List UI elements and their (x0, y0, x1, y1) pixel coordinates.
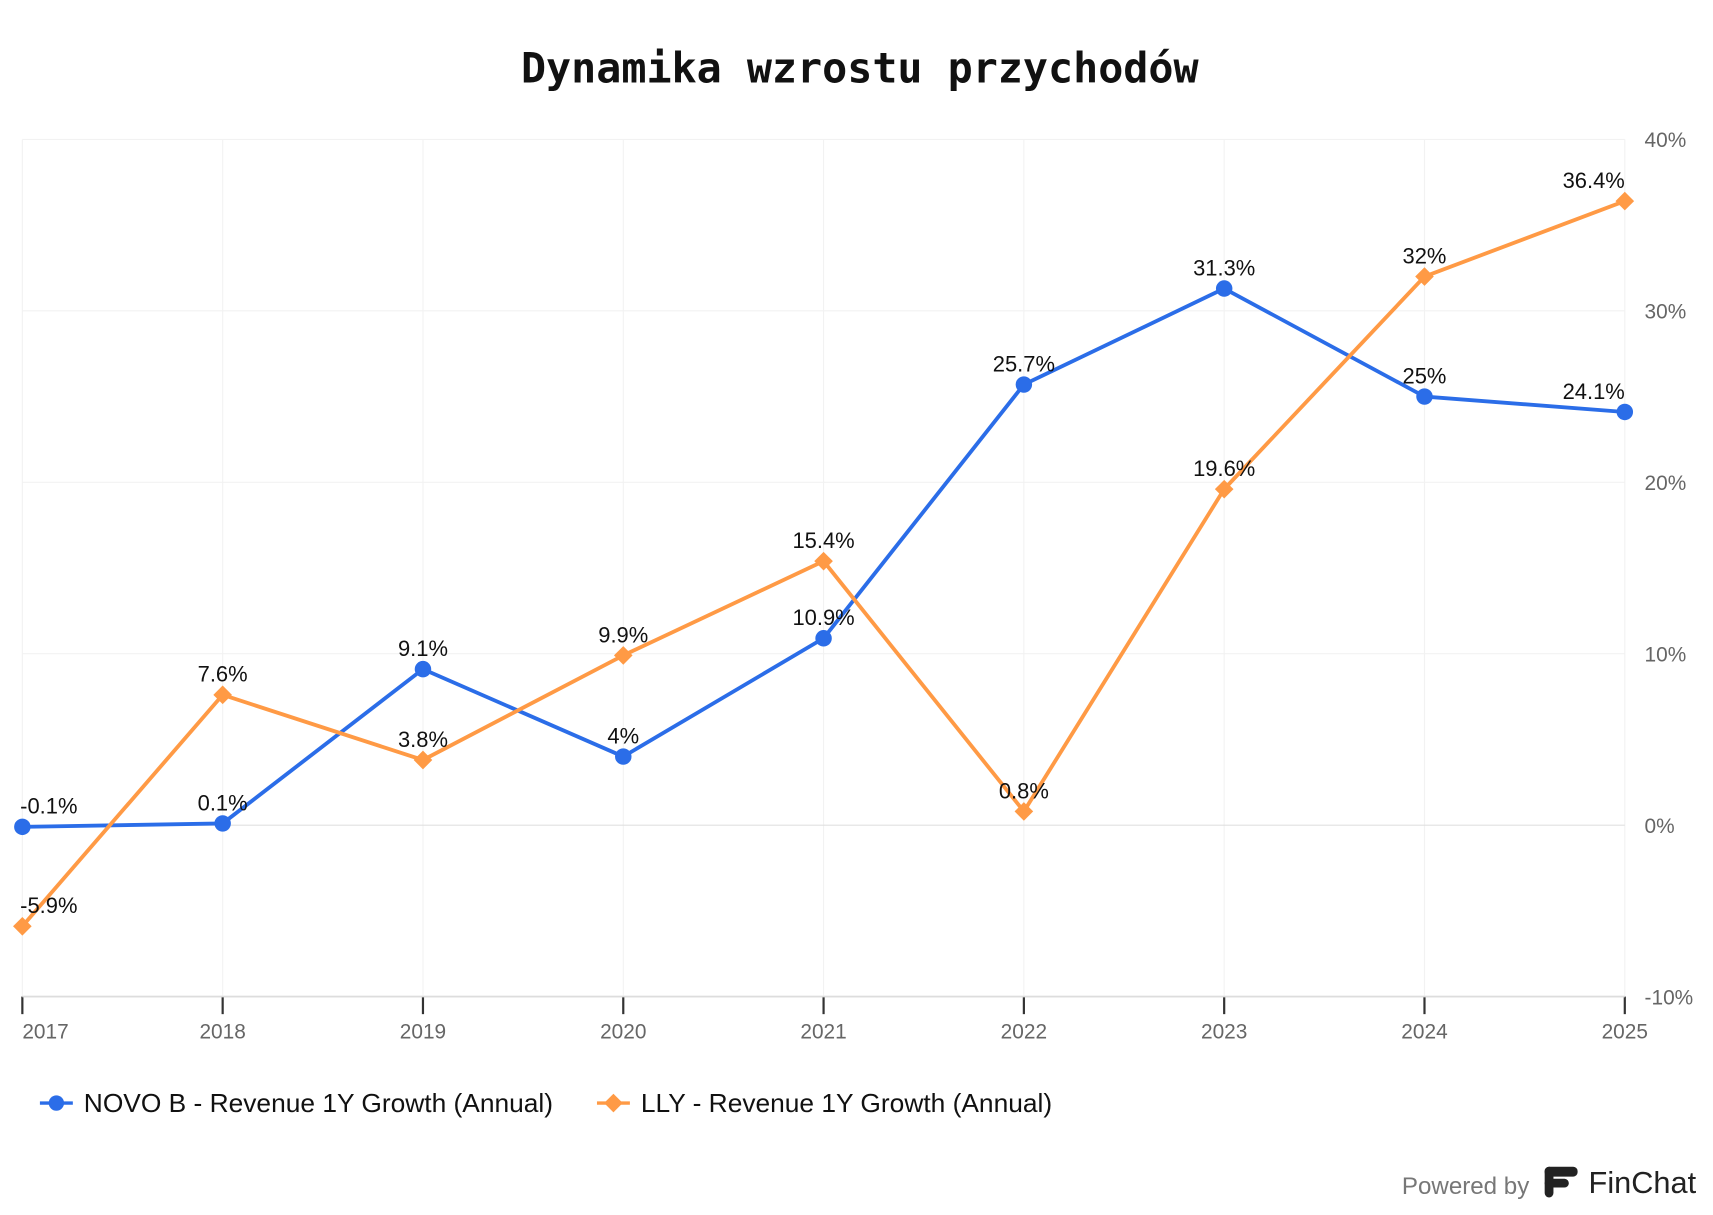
legend[interactable]: NOVO B - Revenue 1Y Growth (Annual) LLY -… (39, 1088, 1052, 1118)
data-label: 4% (607, 723, 639, 748)
x-tick-label: 2022 (1001, 1020, 1047, 1043)
data-label: 7.6% (198, 662, 248, 687)
series-group: -0.1% 0.1%9.1%4%10.9%25.7%31.3%25%24.1%-5… (13, 168, 1635, 936)
data-point (1616, 403, 1634, 421)
x-tick-label: 2023 (1201, 1020, 1247, 1043)
legend-item-0[interactable]: NOVO B - Revenue 1Y Growth (Annual) (39, 1088, 553, 1118)
x-tick-label: 2025 (1602, 1020, 1648, 1043)
data-label: 9.1% (398, 636, 448, 661)
x-tick-label: 2021 (800, 1020, 846, 1043)
data-label: 36.4% (1563, 168, 1625, 193)
data-label: 25% (1403, 363, 1447, 388)
data-label: -5.9% (20, 893, 77, 918)
brand-name: FinChat (1589, 1165, 1697, 1200)
data-label: 9.9% (598, 622, 648, 647)
data-label: 31.3% (1193, 255, 1255, 280)
x-tick-label: 2020 (600, 1020, 646, 1043)
data-point (413, 750, 433, 770)
data-label: 0.8% (999, 778, 1049, 803)
data-point (414, 660, 432, 678)
legend-label: NOVO B - Revenue 1Y Growth (Annual) (84, 1088, 553, 1118)
y-tick-label: 20% (1645, 472, 1687, 495)
legend-marker-icon (604, 1093, 623, 1113)
data-label: 25.7% (993, 351, 1055, 376)
y-axis: -10% 0% 10% 20% 30% 40% (1645, 129, 1694, 1009)
series-1: -5.9% 7.6% 3.8% 9.9% 15.4% 0.8% 19.6% 32% 36.4% (13, 168, 1635, 936)
y-tick-label: 30% (1645, 301, 1687, 324)
data-point (615, 748, 632, 765)
x-tick-label: 2018 (199, 1020, 245, 1043)
data-label: 19.6% (1193, 456, 1255, 481)
data-label: 32% (1403, 243, 1447, 268)
data-label: 0.1% (198, 790, 248, 815)
y-tick-label: -10% (1645, 986, 1694, 1009)
data-label: 10.9% (792, 605, 854, 630)
legend-marker-icon (48, 1095, 65, 1111)
data-label: 3.8% (398, 727, 448, 752)
x-tick-label: 2017 (22, 1020, 68, 1043)
y-tick-label: 10% (1645, 643, 1687, 666)
data-label: -0.1% (20, 794, 77, 819)
legend-item-1[interactable]: LLY - Revenue 1Y Growth (Annual) (596, 1088, 1052, 1118)
y-tick-label: 40% (1645, 129, 1687, 152)
data-point (1416, 388, 1433, 405)
data-point (1015, 376, 1033, 393)
finchat-logo-icon (1544, 1166, 1578, 1198)
data-point (214, 815, 231, 832)
x-tick-label: 2024 (1401, 1020, 1447, 1043)
y-tick-label: 0% (1645, 815, 1675, 838)
chart-title: Dynamika wzrostu przychodów (521, 43, 1200, 92)
data-point (1014, 802, 1034, 821)
data-label: 24.1% (1563, 379, 1625, 404)
footer: Powered by FinChat (1402, 1165, 1697, 1200)
series-0: -0.1% 0.1% 9.1% 4% 10.9% 25.7% 31.3% 25% 24.1% (14, 255, 1634, 836)
data-label: 15.4% (792, 528, 854, 553)
data-point (14, 818, 31, 836)
legend-label: LLY - Revenue 1Y Growth (Annual) (641, 1088, 1052, 1118)
data-point (1615, 191, 1635, 211)
x-tick-label: 2019 (400, 1020, 446, 1043)
data-point (815, 630, 832, 647)
powered-by-text: Powered by (1402, 1173, 1530, 1200)
x-axis: 2017 2018 2019 2020 2021 2022 2023 2024 2025 (21, 995, 1648, 1043)
data-point (1215, 280, 1233, 297)
data-point (613, 646, 633, 665)
